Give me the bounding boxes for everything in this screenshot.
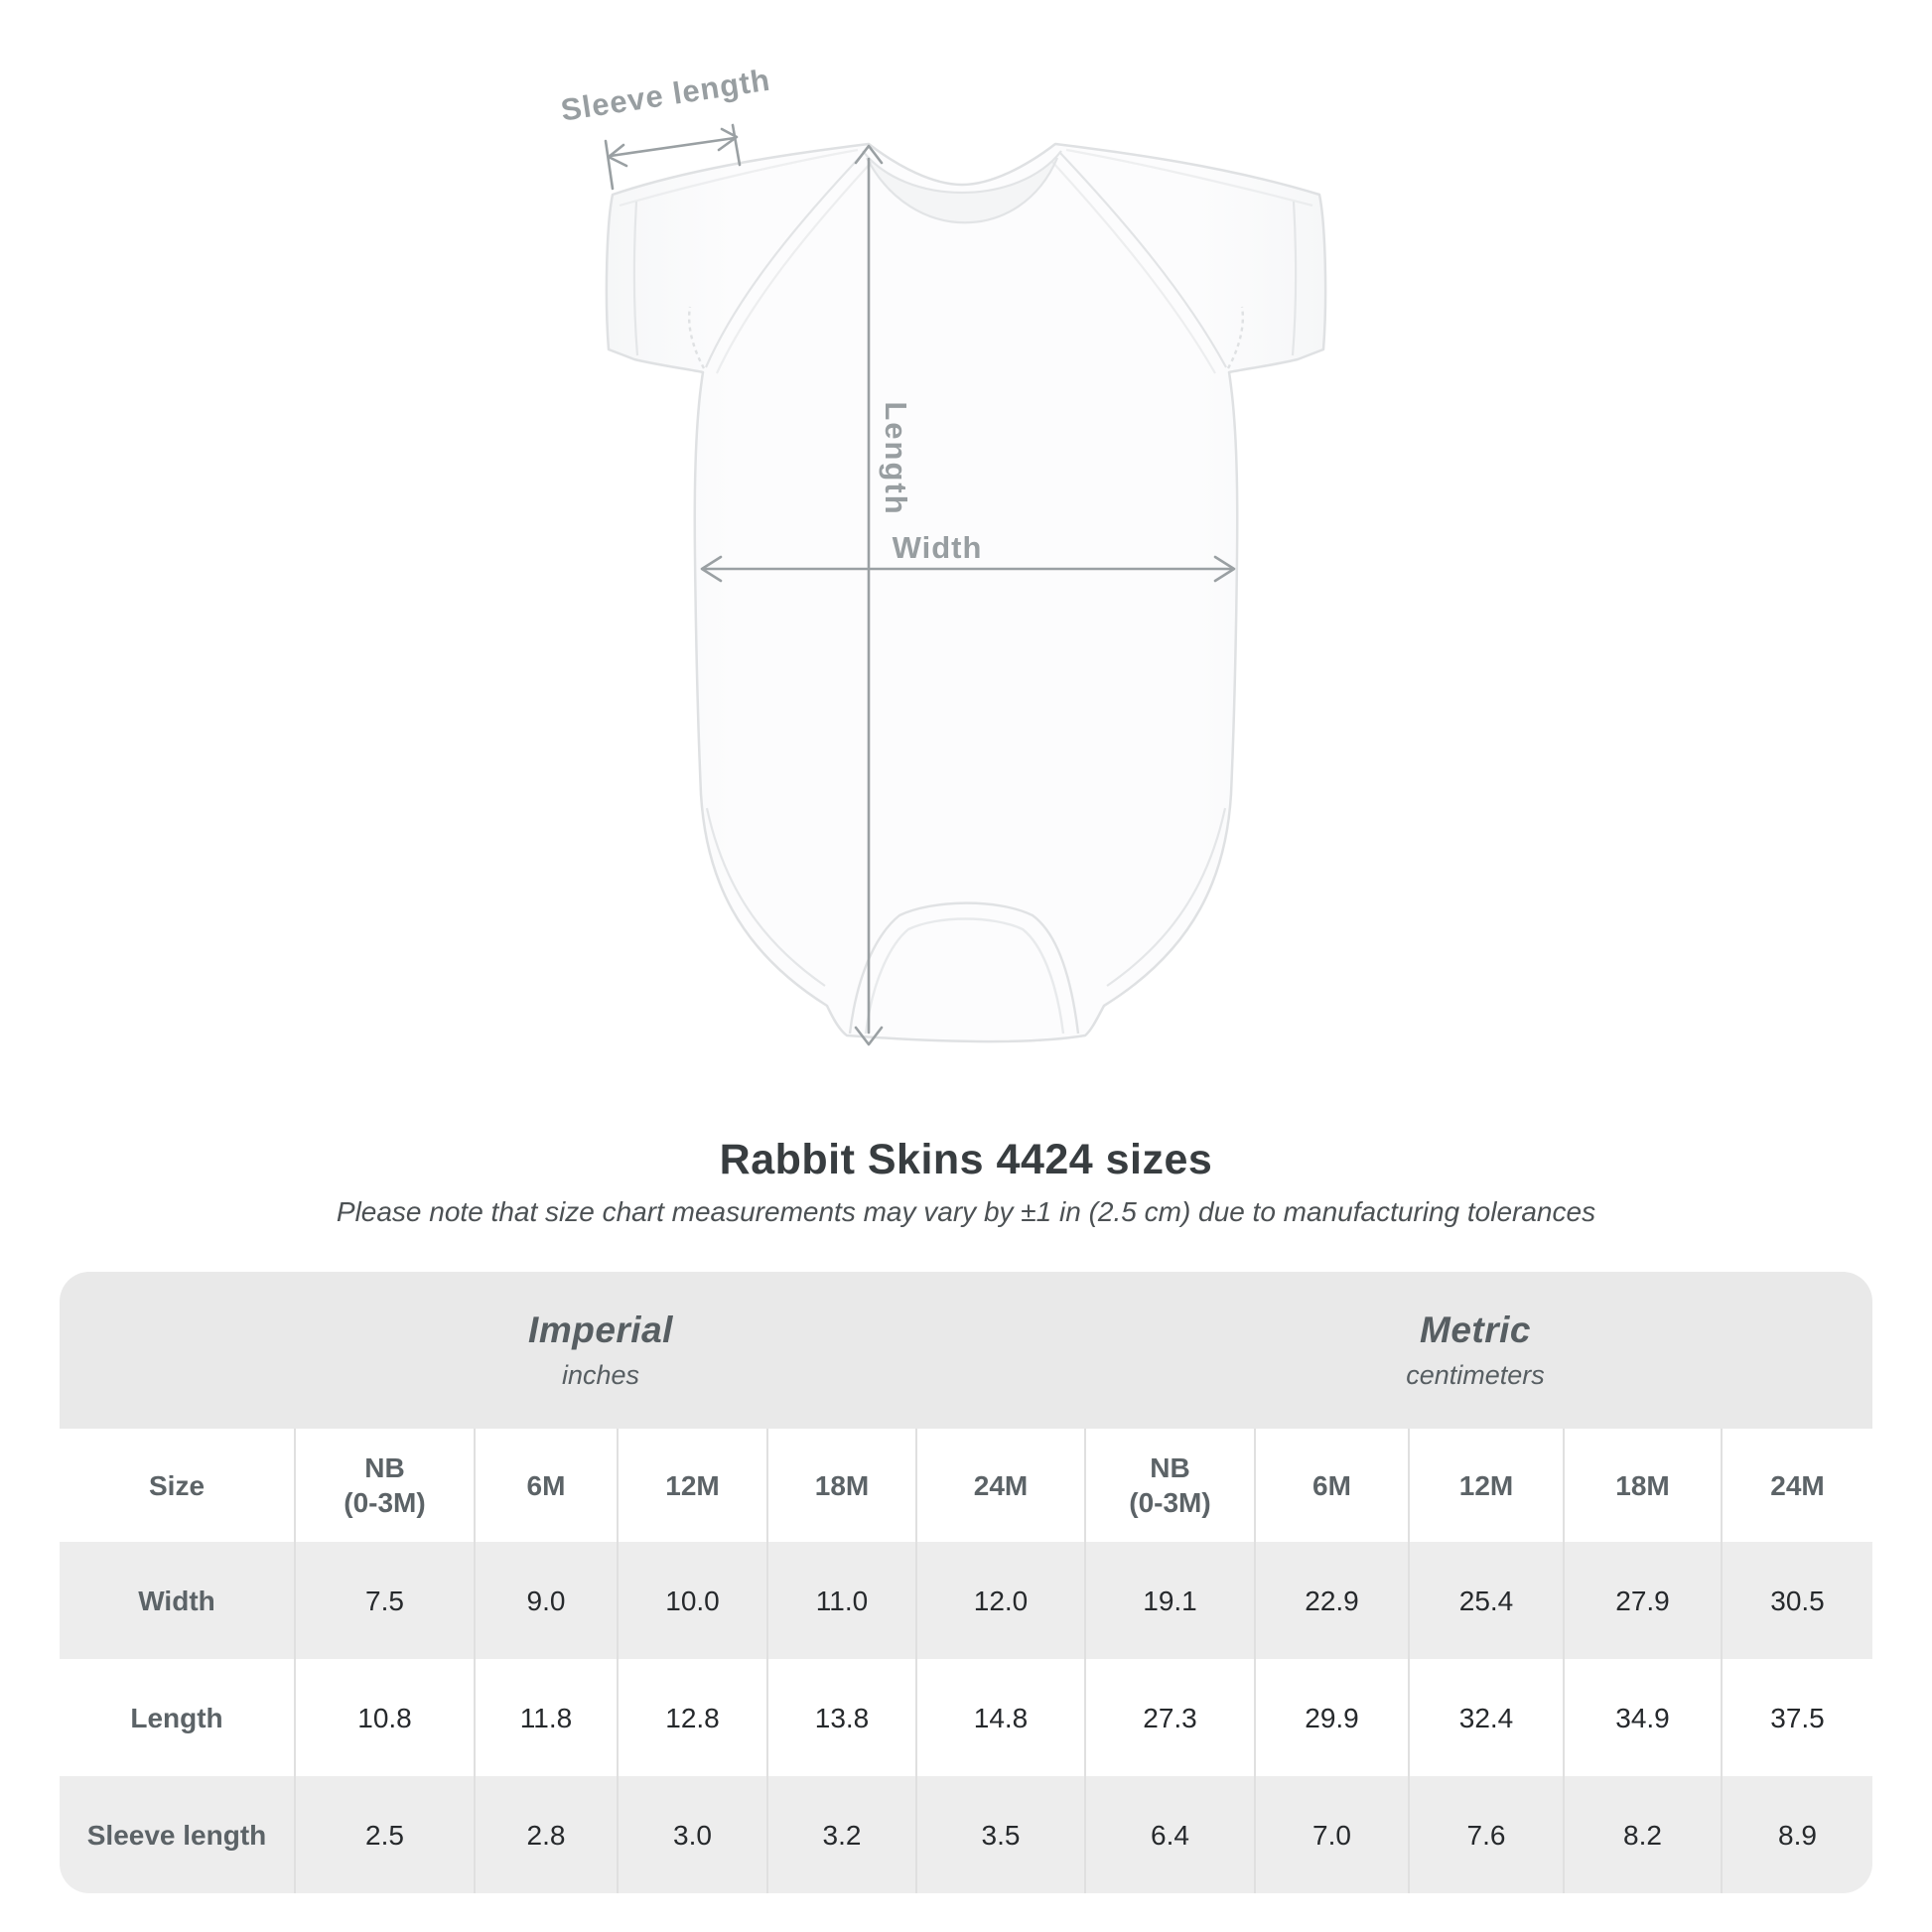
sleeve-end-tick-left [604,139,615,191]
col-header-metric-nb: NB (0-3M) [1084,1429,1254,1543]
width-imperial-6m: 9.0 [474,1542,617,1660]
width-metric-18m: 27.9 [1563,1542,1721,1660]
imperial-label: Imperial [528,1310,673,1351]
col-header-metric-24m: 24M [1721,1429,1872,1543]
width-imperial-12m: 10.0 [617,1542,766,1660]
underarm-seam-right [1226,306,1245,369]
unit-group-band: Imperial inches Metric centimeters [60,1272,1872,1430]
width-arrowhead-left [700,555,723,583]
sleeve-metric-6m: 7.0 [1254,1776,1408,1894]
sleeve-imperial-18m: 3.2 [766,1776,915,1894]
metric-unit: centimeters [1406,1360,1545,1391]
width-label: Width [893,530,983,565]
sleeve-length-label: Sleeve length [559,63,773,128]
lap-edge-left-2 [716,161,873,374]
neck-shading [863,151,1061,223]
length-metric-12m: 32.4 [1408,1659,1563,1777]
bodysuit-outline [605,142,1327,1043]
row-label-length: Length [130,1702,223,1733]
col-header-imperial-24m: 24M [915,1429,1084,1543]
length-label: Length [879,401,913,515]
col-header-metric-18m: 18M [1563,1429,1721,1543]
sleeve-metric-nb: 6.4 [1084,1776,1254,1894]
col-header-metric-12m: 12M [1408,1429,1563,1543]
width-metric-12m: 25.4 [1408,1542,1563,1660]
lap-edge-right [1058,151,1227,368]
lap-edge-left [704,151,866,368]
width-metric-nb: 19.1 [1084,1542,1254,1660]
cuff-hem-left [632,201,639,356]
length-arrowhead-down [854,1026,884,1046]
length-imperial-6m: 11.8 [474,1659,617,1777]
length-imperial-24m: 14.8 [915,1659,1084,1777]
length-imperial-nb: 10.8 [294,1659,474,1777]
snap-flap-outer [848,901,1080,1035]
leg-binding-left [705,807,826,987]
imperial-unit: inches [561,1360,640,1391]
cuff-hem-right [1291,201,1298,356]
sleeve-imperial-12m: 3.0 [617,1776,766,1894]
imperial-group-header: Imperial inches [528,1310,673,1391]
sleeve-imperial-24m: 3.5 [915,1776,1084,1894]
width-arrowhead-right [1213,555,1236,583]
col-header-imperial-18m: 18M [766,1429,915,1543]
col-header-imperial-nb: NB (0-3M) [294,1429,474,1543]
width-imperial-nb: 7.5 [294,1542,474,1660]
length-imperial-12m: 12.8 [617,1659,766,1777]
sleeve-metric-18m: 8.2 [1563,1776,1721,1894]
bodysuit-diagram: Sleeve length Length Width [559,63,1327,1046]
col-header-imperial-6m: 6M [474,1429,617,1543]
width-imperial-18m: 11.0 [766,1542,915,1660]
length-metric-6m: 29.9 [1254,1659,1408,1777]
neckband-inner [862,150,1062,195]
width-metric-24m: 30.5 [1721,1542,1872,1660]
lap-edge-right-2 [1051,161,1216,374]
metric-label: Metric [1420,1310,1531,1351]
sleeve-arrowhead-right [717,127,739,152]
sleeve-imperial-nb: 2.5 [294,1776,474,1894]
size-header-row: Size NB (0-3M) 6M 12M 18M 24M NB (0-3M) [60,1429,1872,1543]
shoulder-band-right [1065,148,1313,207]
width-imperial-24m: 12.0 [915,1542,1084,1660]
size-table: Imperial inches Metric centimeters Size … [60,1272,1872,1894]
page-title: Rabbit Skins 4424 sizes [719,1136,1213,1183]
garment-illustration: Sleeve length Length Width [558,62,1327,1046]
length-arrowhead-up [854,144,884,165]
table-row-length: Length 10.8 11.8 12.8 13.8 14.8 27.3 29.… [60,1659,1872,1777]
sleeve-metric-24m: 8.9 [1721,1776,1872,1894]
metric-group-header: Metric centimeters [1406,1310,1545,1391]
measurement-annotations [604,123,1236,1046]
page-subtitle: Please note that size chart measurements… [336,1196,1596,1228]
width-metric-6m: 22.9 [1254,1542,1408,1660]
table-row-width: Width 7.5 9.0 10.0 11.0 12.0 19.1 22.9 2… [60,1542,1872,1660]
underarm-seam-left [687,306,706,369]
sleeve-end-tick-right [731,123,742,167]
shoulder-band-left [619,148,859,207]
length-metric-nb: 27.3 [1084,1659,1254,1777]
sleeve-metric-12m: 7.6 [1408,1776,1563,1894]
length-metric-24m: 37.5 [1721,1659,1872,1777]
sleeve-arrow-line [609,136,737,158]
length-imperial-18m: 13.8 [766,1659,915,1777]
length-metric-18m: 34.9 [1563,1659,1721,1777]
size-column-header: Size [148,1469,206,1501]
row-label-width: Width [138,1585,215,1616]
table-row-sleeve-length: Sleeve length 2.5 2.8 3.0 3.2 3.5 6.4 7.… [60,1776,1872,1894]
row-label-sleeve-length: Sleeve length [86,1819,267,1851]
sleeve-imperial-6m: 2.8 [474,1776,617,1894]
front-neck-seam [866,157,1059,224]
col-header-imperial-12m: 12M [617,1429,766,1543]
leg-binding-right [1106,807,1227,987]
col-header-metric-6m: 6M [1254,1429,1408,1543]
snap-flap-inner [864,917,1065,1035]
